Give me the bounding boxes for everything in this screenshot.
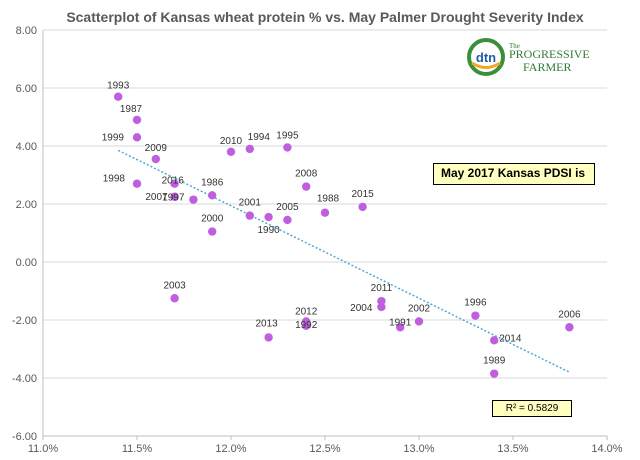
data-point [132,115,142,125]
dtn-logo-text: dtn [476,50,496,65]
point-label: 1998 [103,174,126,185]
x-tick-label: 11.5% [122,443,153,455]
point-label: 2013 [255,318,278,329]
data-point [170,294,179,303]
pdsi-callout-box: May 2017 Kansas PDSI is [433,163,595,185]
point-label: 2007 [145,192,168,203]
point-label: 1994 [248,132,271,143]
y-tick-label: -4.00 [12,373,37,385]
data-point [264,333,273,342]
data-point [490,336,499,345]
point-label: 2002 [408,303,431,314]
point-label: 2000 [201,214,224,225]
point-label: 2016 [162,176,185,187]
data-point [264,212,273,222]
data-point [245,211,254,220]
point-label: 2003 [163,280,186,291]
point-label: 1997 [162,193,185,204]
data-point [358,202,367,212]
data-point [414,317,424,326]
data-point [151,154,160,164]
x-tick-label: 13.5% [497,443,528,455]
point-label: 2014 [499,333,522,344]
chart-title: Scatterplot of Kansas wheat protein % vs… [66,9,584,25]
point-label: 2009 [145,143,168,154]
data-point [245,144,254,154]
point-label: 1991 [389,317,412,328]
r-squared-label: R² = 0.5829 [492,400,572,417]
data-point [377,296,386,306]
point-label: 2011 [371,283,393,294]
point-label: 1992 [295,320,318,331]
point-label: 1996 [464,298,487,309]
data-point [226,147,236,156]
point-label: 2008 [295,169,318,180]
y-tick-label: 0.00 [16,257,37,269]
point-label: 2005 [276,202,299,213]
data-point [189,195,198,204]
y-tick-label: 8.00 [16,25,37,37]
data-point [490,369,499,378]
point-label: 1986 [201,177,224,188]
logo-farmer-text: FARMER [523,60,571,74]
point-label: 2012 [295,306,318,317]
x-tick-label: 12.0% [215,443,246,455]
point-label: 2010 [220,136,243,147]
x-tick-label: 14.0% [591,443,622,455]
data-points [114,92,574,378]
axes: 8.00 6.00 4.00 2.00 0.00 -2.00 -4.00 -6.0011.0%… [12,25,623,455]
point-label: 1999 [102,132,125,143]
y-tick-label: 2.00 [16,199,37,211]
data-point [565,323,574,332]
data-point [471,311,480,320]
data-point [302,321,311,330]
x-tick-label: 13.0% [403,443,434,455]
y-tick-label: -2.00 [12,315,37,327]
point-label: 1989 [483,356,506,367]
point-label: 1995 [276,130,299,141]
y-tick-label: 4.00 [16,141,37,153]
data-point [170,179,179,188]
data-point [114,92,123,101]
point-label: 2006 [558,309,581,320]
point-label: 1988 [317,194,340,205]
point-label: 2015 [351,189,374,200]
logo-progressive-text: PROGRESSIVE [509,47,590,61]
data-point [283,143,292,152]
data-point [208,191,217,200]
data-point [283,215,292,225]
data-point [320,208,330,217]
y-tick-label: -6.00 [12,431,37,443]
data-point [132,179,142,188]
point-label: 1990 [257,225,280,236]
data-point [377,302,386,312]
data-point [302,182,311,191]
data-point [396,323,405,332]
y-tick-label: 6.00 [16,83,37,95]
dtn-progressive-farmer-logo: dtn The PROGRESSIVE FARMER [467,36,613,78]
logo-prefix-text: The [509,42,520,50]
data-point [132,133,142,142]
data-point [208,227,217,236]
point-label: 1987 [120,104,143,115]
point-label: 1993 [107,81,130,92]
data-point [170,192,179,201]
point-label: 2001 [239,198,262,209]
x-tick-label: 11.0% [28,443,59,455]
x-tick-label: 12.5% [309,443,340,455]
point-label: 2004 [350,303,373,314]
